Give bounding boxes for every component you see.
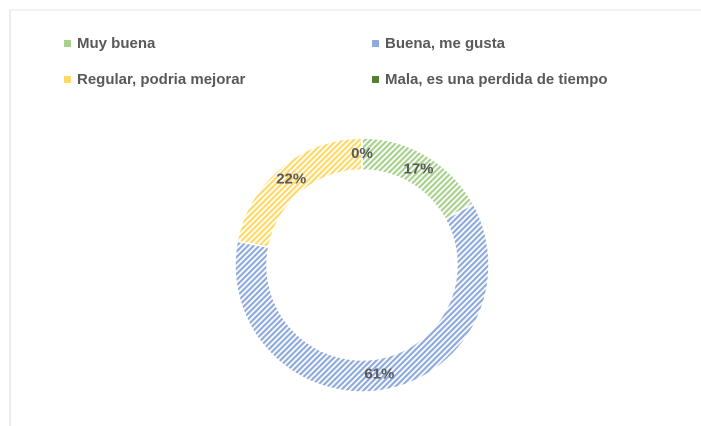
legend-swatch — [372, 76, 379, 83]
legend-label: Muy buena — [77, 35, 156, 52]
legend-label: Regular, podria mejorar — [77, 71, 246, 88]
donut-slice — [361, 137, 475, 221]
data-label: 61% — [364, 366, 394, 383]
legend-label: Buena, me gusta — [385, 35, 506, 52]
data-label: 17% — [403, 160, 433, 177]
data-label: 0% — [351, 145, 373, 162]
donut-slice — [236, 137, 363, 249]
data-label: 22% — [276, 170, 306, 187]
legend-label: Mala, es una perdida de tiempo — [385, 71, 608, 88]
legend-swatch — [64, 76, 71, 83]
legend-swatch — [64, 40, 71, 47]
donut-slice — [234, 202, 490, 393]
legend-swatch — [372, 40, 379, 47]
